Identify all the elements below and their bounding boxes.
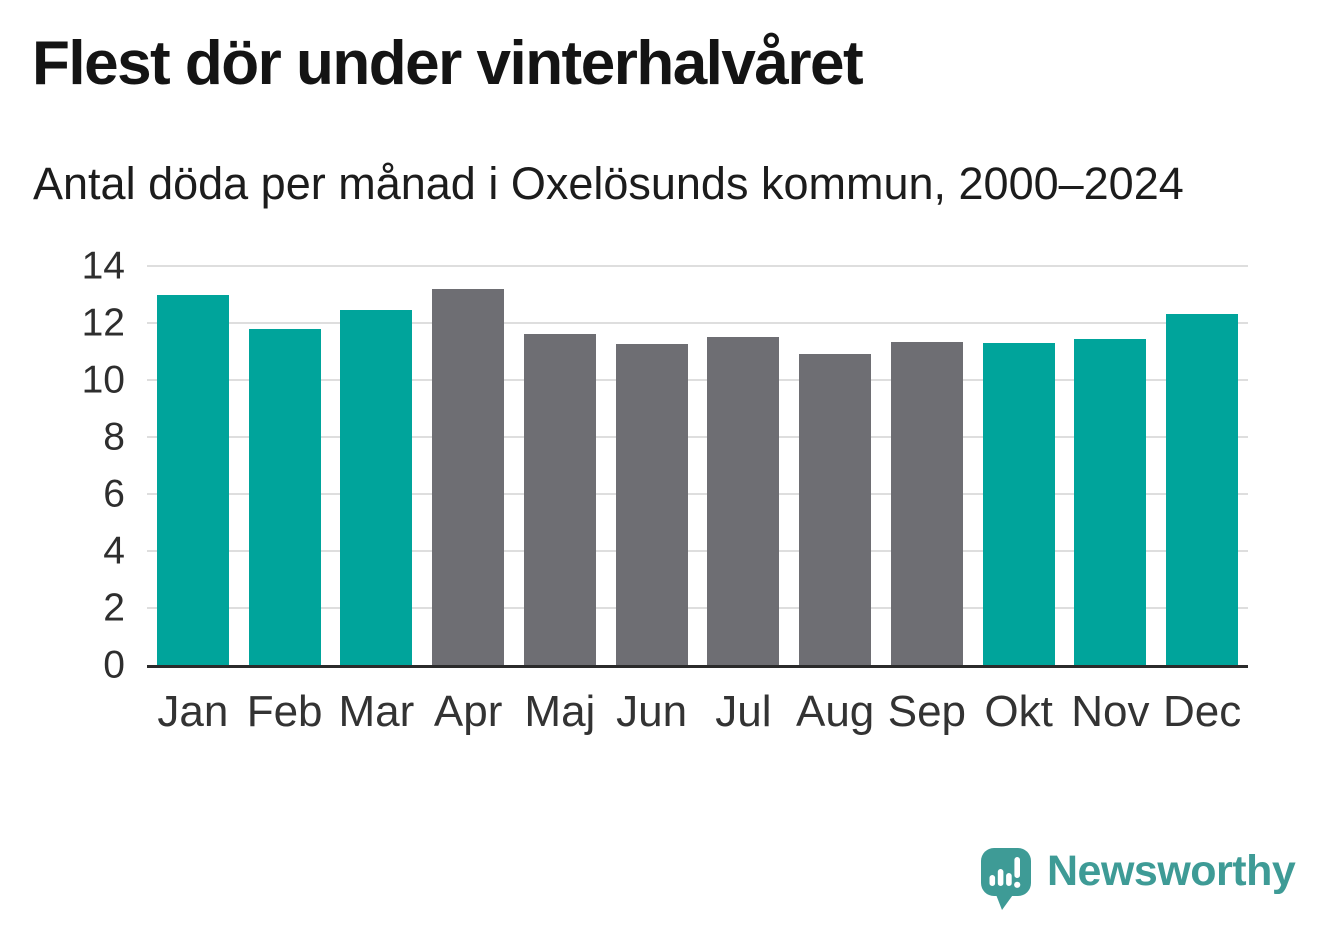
x-tick-label: Jul [715,687,772,736]
x-tick-label: Jun [616,687,688,736]
bar-feb [248,328,321,665]
y-tick-label: 0 [103,643,125,687]
x-tick-label: Nov [1071,687,1150,736]
y-tick-label: 4 [103,529,125,573]
gridline [147,493,1248,495]
bar-aug [799,354,872,665]
bar-maj [523,334,596,665]
x-tick-label: Apr [433,687,503,736]
gridline [147,265,1248,267]
gridline [147,607,1248,609]
gridline [147,550,1248,552]
gridline [147,322,1248,324]
chart-subtitle: Antal döda per månad i Oxelösunds kommun… [33,158,1184,209]
y-tick-label: 12 [81,301,125,345]
newsworthy-logo-text: Newsworthy [1047,847,1296,895]
bar-apr [432,288,505,665]
x-tick-label: Mar [338,687,415,736]
bar-jan [156,294,229,665]
plot-area [147,265,1248,668]
x-tick-label: Maj [524,687,596,736]
y-tick-label: 14 [81,244,125,288]
bar-mar [340,310,413,665]
bar-jul [707,337,780,665]
x-tick-label: Jan [157,687,229,736]
bar-nov [1074,338,1147,665]
x-tick-label: Sep [887,687,967,736]
bar-dec [1166,314,1239,665]
bar-okt [982,342,1055,665]
newsworthy-logo-icon [981,848,1031,910]
x-tick-label: Feb [246,687,323,736]
x-tick-label: Okt [984,687,1053,736]
x-tick-label: Aug [795,687,875,736]
x-axis-labels: Jan Feb Mar Apr Maj Jun Jul Aug Sep Okt Nov Dec [147,690,1248,740]
y-tick-label: 2 [103,586,125,630]
y-tick-label: 10 [81,358,125,402]
gridline [147,379,1248,381]
newsworthy-logo: Newsworthy [981,847,1296,911]
x-tick-label: Dec [1163,687,1242,736]
bar-sep [890,341,963,665]
y-tick-label: 8 [103,415,125,459]
gridline [147,436,1248,438]
y-axis-labels: 0 2 4 6 8 10 12 14 [0,247,125,685]
y-tick-label: 6 [103,472,125,516]
bar-jun [615,344,688,665]
chart-title: Flest dör under vinterhalvåret [32,29,864,98]
